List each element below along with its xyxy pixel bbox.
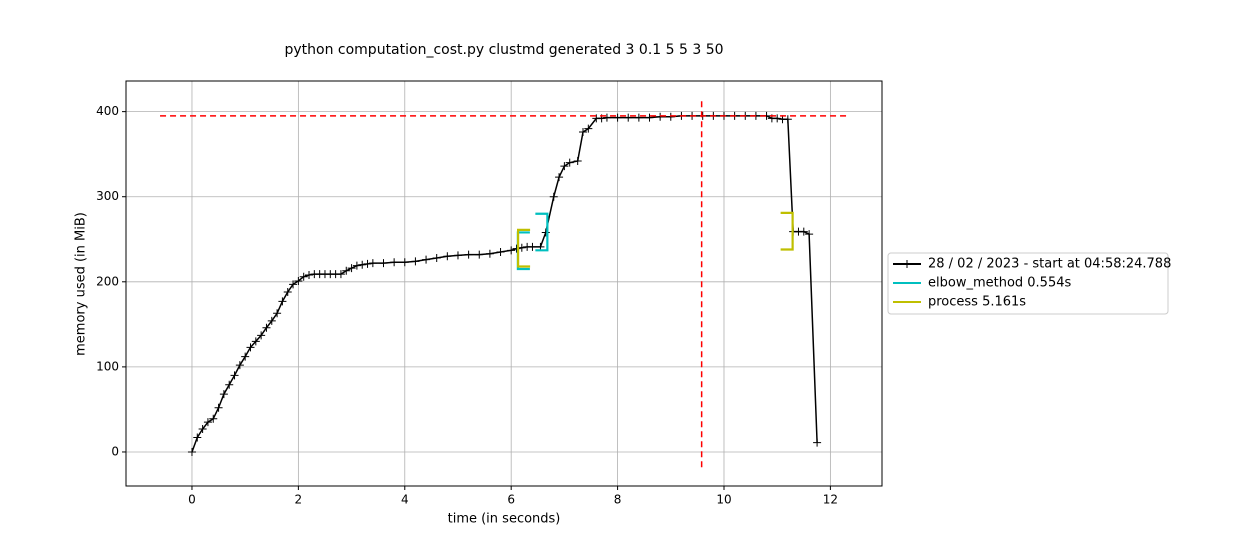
y-tick-label: 100 <box>96 359 119 373</box>
point-marker <box>560 162 569 171</box>
y-tick-label: 0 <box>111 444 119 458</box>
point-marker <box>198 424 207 433</box>
point-marker <box>507 246 516 255</box>
point-marker <box>464 250 473 259</box>
point-marker <box>656 112 665 121</box>
memory-line <box>191 115 818 453</box>
point-marker <box>358 260 367 269</box>
point-marker <box>363 259 372 268</box>
point-marker <box>799 227 808 236</box>
point-marker <box>187 447 196 456</box>
point-marker <box>528 242 537 251</box>
point-marker <box>230 371 239 380</box>
point-marker <box>262 323 271 332</box>
point-marker <box>305 270 314 279</box>
point-marker <box>475 250 484 259</box>
point-marker <box>400 258 409 267</box>
point-marker <box>203 418 212 427</box>
point-marker <box>251 337 260 346</box>
x-tick-label: 10 <box>716 493 731 507</box>
y-tick-label: 200 <box>96 274 119 288</box>
legend-marker <box>903 260 911 268</box>
plot-frame <box>125 80 883 487</box>
point-marker <box>289 280 298 289</box>
point-marker <box>645 113 654 122</box>
point-marker <box>225 380 234 389</box>
x-tick-label: 6 <box>507 493 515 507</box>
point-marker <box>805 230 814 239</box>
point-marker <box>390 258 399 267</box>
point-marker <box>235 361 244 370</box>
x-tick-label: 2 <box>295 493 303 507</box>
point-marker <box>579 128 588 137</box>
point-marker <box>283 288 292 297</box>
point-marker <box>624 113 633 122</box>
point-marker <box>219 390 228 399</box>
point-marker <box>257 331 266 340</box>
point-marker <box>299 272 308 281</box>
point-marker <box>773 114 782 123</box>
legend-label: process 5.161s <box>928 295 1026 310</box>
x-tick-label: 4 <box>401 493 409 507</box>
point-marker <box>485 249 494 258</box>
point-marker <box>813 438 822 447</box>
point-marker <box>634 113 643 122</box>
point-marker <box>368 259 377 268</box>
function-bracket <box>516 228 531 268</box>
chart-title: python computation_cost.py clustmd gener… <box>284 42 723 58</box>
point-marker <box>294 276 303 285</box>
point-marker <box>555 173 564 182</box>
point-marker <box>453 251 462 260</box>
point-marker <box>602 113 611 122</box>
point-marker <box>573 156 582 165</box>
point-marker <box>267 316 276 325</box>
legend-box <box>887 252 1169 315</box>
point-marker <box>278 297 287 306</box>
point-marker <box>613 113 622 122</box>
point-marker <box>783 115 792 124</box>
point-marker <box>584 124 593 133</box>
point-marker <box>214 403 223 412</box>
point-marker <box>422 255 431 264</box>
point-marker <box>411 257 420 266</box>
point-marker <box>432 253 441 262</box>
point-marker <box>352 261 361 270</box>
x-tick-label: 12 <box>823 493 838 507</box>
point-marker <box>565 158 574 167</box>
point-marker <box>496 248 505 257</box>
point-marker <box>336 270 345 279</box>
point-marker <box>443 252 452 261</box>
point-marker <box>193 433 202 442</box>
y-tick-label: 300 <box>96 189 119 203</box>
y-tick-label: 400 <box>96 104 119 118</box>
x-tick-label: 0 <box>188 493 196 507</box>
function-bracket <box>535 212 549 252</box>
point-marker <box>241 352 250 361</box>
y-axis-label: memory used (in MiB) <box>74 212 89 356</box>
x-tick-label: 8 <box>614 493 622 507</box>
point-marker <box>273 309 282 318</box>
function-bracket <box>780 211 794 251</box>
point-marker <box>347 264 356 273</box>
point-marker <box>209 414 218 423</box>
legend-label: elbow_method 0.554s <box>928 276 1072 291</box>
point-marker <box>379 259 388 268</box>
point-marker <box>666 112 675 121</box>
legend-label: 28 / 02 / 2023 - start at 04:58:24.788 <box>928 257 1171 272</box>
point-marker <box>246 343 255 352</box>
x-axis-label: time (in seconds) <box>448 512 561 527</box>
point-marker <box>342 266 351 275</box>
point-marker <box>549 192 558 201</box>
